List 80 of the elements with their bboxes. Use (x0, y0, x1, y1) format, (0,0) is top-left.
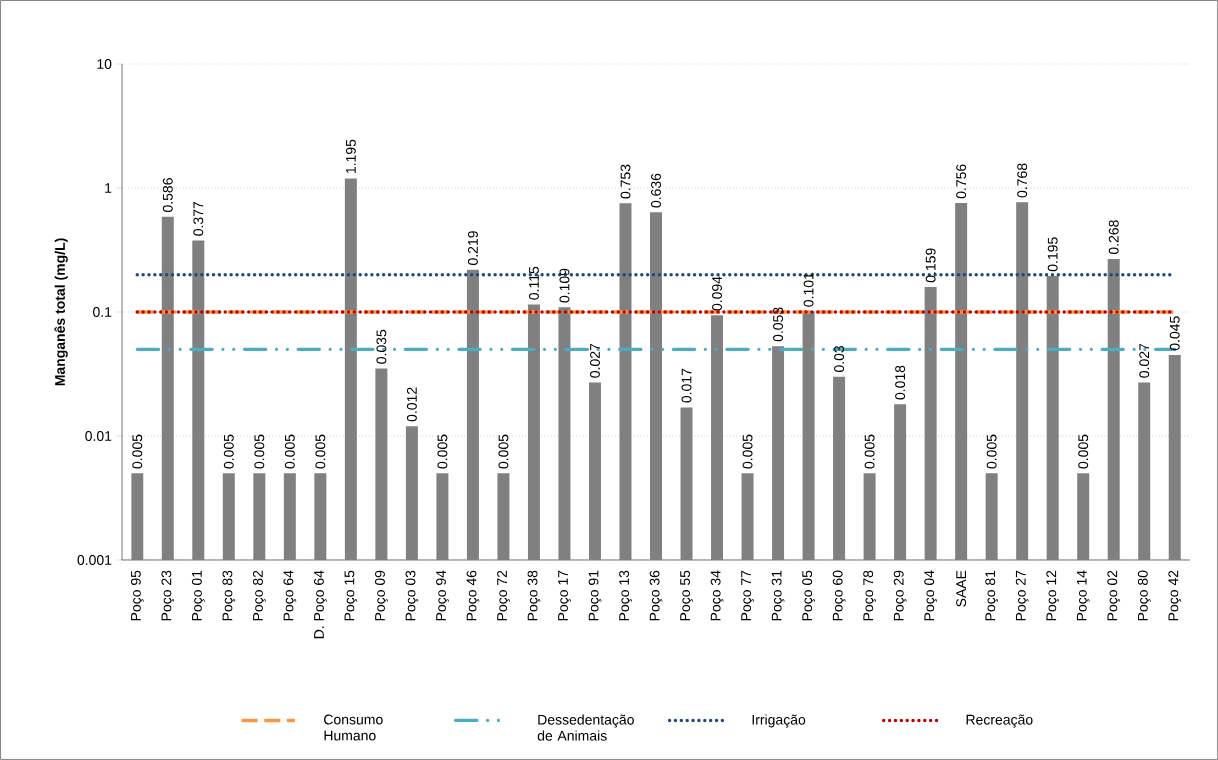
data-label: 0.027 (1139, 343, 1150, 378)
data-label: 0.005 (498, 434, 509, 469)
data-label: 0.756 (956, 164, 967, 199)
x-tick-label: Poço 15 (344, 570, 358, 621)
x-tick-label: Poço 36 (649, 570, 663, 621)
x-tick-label: Poço 31 (771, 570, 785, 621)
data-label: 0.012 (406, 387, 417, 422)
data-label: 0.053 (773, 307, 784, 342)
data-label: 0.753 (620, 164, 631, 199)
data-label: 0.636 (651, 173, 661, 208)
x-tick-label: Poço 27 (1015, 570, 1029, 621)
y-tick-label: 0.001 (77, 555, 112, 565)
data-label: 0.005 (223, 434, 234, 469)
data-label: 0.377 (193, 201, 204, 236)
data-label: 0.768 (1017, 163, 1028, 198)
x-tick-label: Poço 23 (161, 570, 175, 621)
data-label: 0.115 (529, 266, 539, 300)
x-tick-label: Poço 81 (985, 570, 999, 621)
legend-label: Recreação (966, 714, 1033, 728)
x-tick-label: Poço 83 (222, 570, 236, 621)
y-axis-title: Manganês total (mg/L) (54, 238, 68, 386)
x-tick-label: Poço 42 (1168, 570, 1182, 621)
data-label: 0.109 (559, 268, 570, 303)
x-tick-label: SAAE (956, 570, 967, 607)
data-label: 0.586 (162, 178, 173, 212)
x-tick-label: Poço 38 (527, 570, 541, 621)
x-tick-label: Poço 60 (832, 570, 846, 621)
data-label: 0.045 (1169, 316, 1180, 351)
x-tick-label: Poço 13 (619, 570, 632, 621)
x-tick-label: Poço 17 (558, 570, 571, 621)
data-label: 0.017 (681, 368, 692, 403)
x-tick-label: Poço 34 (710, 570, 724, 621)
data-label: 0.005 (254, 434, 265, 469)
data-label: 0.005 (742, 434, 753, 469)
y-tick-label: 10 (97, 59, 112, 69)
x-tick-label: Poço 72 (497, 570, 510, 621)
data-label: 0.018 (895, 365, 906, 400)
data-label: 0.005 (1078, 434, 1089, 469)
x-tick-label: Poço 01 (191, 570, 205, 621)
legend-label: Irrigação (752, 714, 806, 728)
data-label: 0.195 (1047, 237, 1058, 272)
data-label: 0.005 (864, 434, 875, 469)
data-label: 0.094 (712, 276, 722, 311)
data-label: 0.035 (376, 329, 387, 364)
data-label: 0.03 (834, 345, 845, 373)
x-tick-label: Poço 04 (924, 570, 937, 621)
x-tick-label: Poço 02 (1107, 570, 1121, 621)
data-label: 0.159 (925, 248, 936, 283)
x-tick-label: Poço 55 (680, 570, 693, 621)
data-label: 0.027 (590, 343, 600, 378)
x-tick-label: Poço 82 (252, 570, 266, 621)
data-label: 0.005 (284, 434, 295, 469)
data-label: 1.195 (345, 139, 356, 174)
x-tick-label: Poço 14 (1076, 570, 1090, 621)
x-tick-label: Poço 77 (741, 570, 754, 621)
x-tick-label: Poço 03 (405, 570, 419, 621)
x-tick-label: Poço 95 (130, 570, 144, 621)
legend-label: Consumo Humano (324, 714, 383, 741)
x-tick-label: D. Poço 64 (313, 570, 327, 639)
data-label: 0.005 (437, 434, 448, 469)
data-label: 0.268 (1108, 220, 1119, 255)
data-label: 0.005 (986, 434, 997, 469)
x-tick-label: Poço 29 (893, 570, 907, 621)
x-tick-label: Poço 78 (863, 570, 876, 621)
y-tick-label: 0.01 (85, 431, 112, 441)
x-tick-label: Poço 94 (436, 570, 449, 621)
legend-label: Dessedentação de Animais (537, 714, 634, 741)
data-label: 0.005 (132, 434, 143, 469)
x-tick-label: Poço 80 (1137, 570, 1151, 621)
y-tick-label: 0.1 (93, 307, 112, 317)
x-tick-label: Poço 64 (283, 570, 297, 621)
y-tick-label: 1 (105, 183, 112, 193)
x-tick-label: Poço 91 (588, 570, 602, 621)
x-tick-label: Poço 05 (802, 570, 815, 621)
data-label: 0.005 (315, 434, 326, 469)
data-label: 0.101 (803, 272, 814, 307)
data-label: 0.219 (467, 231, 478, 265)
x-tick-label: Poço 09 (375, 570, 388, 621)
x-tick-label: Poço 12 (1046, 570, 1060, 621)
x-tick-label: Poço 46 (466, 570, 480, 621)
